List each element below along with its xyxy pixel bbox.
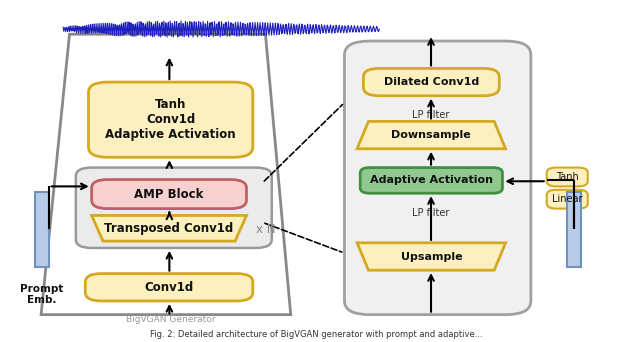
FancyBboxPatch shape xyxy=(88,82,253,157)
Polygon shape xyxy=(357,243,506,270)
Text: LP filter: LP filter xyxy=(412,208,450,218)
Text: Downsample: Downsample xyxy=(391,130,471,140)
Text: Prompt
Emb.: Prompt Emb. xyxy=(20,284,63,305)
Text: Transposed Conv1d: Transposed Conv1d xyxy=(104,222,234,235)
FancyBboxPatch shape xyxy=(363,68,499,96)
FancyBboxPatch shape xyxy=(76,168,272,248)
Text: LP filter: LP filter xyxy=(412,109,450,120)
Text: Linear: Linear xyxy=(552,194,583,204)
Bar xyxy=(567,192,581,267)
FancyBboxPatch shape xyxy=(547,168,588,186)
FancyBboxPatch shape xyxy=(360,168,502,193)
Text: Conv1d: Conv1d xyxy=(145,281,193,294)
Bar xyxy=(35,192,49,267)
Text: Dilated Conv1d: Dilated Conv1d xyxy=(384,77,479,87)
Text: Tanh: Tanh xyxy=(556,172,578,182)
FancyBboxPatch shape xyxy=(92,180,246,209)
Polygon shape xyxy=(92,215,246,241)
Text: Tanh
Conv1d
Adaptive Activation: Tanh Conv1d Adaptive Activation xyxy=(106,98,236,141)
FancyBboxPatch shape xyxy=(344,41,531,315)
Polygon shape xyxy=(357,121,506,149)
Text: AMP Block: AMP Block xyxy=(135,187,204,201)
Text: BigVGAN Generator: BigVGAN Generator xyxy=(126,315,216,324)
Text: x N: x N xyxy=(256,223,276,236)
Text: Adaptive Activation: Adaptive Activation xyxy=(370,175,493,185)
FancyBboxPatch shape xyxy=(547,190,588,209)
FancyBboxPatch shape xyxy=(85,274,253,301)
Text: Fig. 2: Detailed architecture of BigVGAN generator with prompt and adaptive...: Fig. 2: Detailed architecture of BigVGAN… xyxy=(150,330,482,339)
Text: Upsample: Upsample xyxy=(401,251,462,262)
